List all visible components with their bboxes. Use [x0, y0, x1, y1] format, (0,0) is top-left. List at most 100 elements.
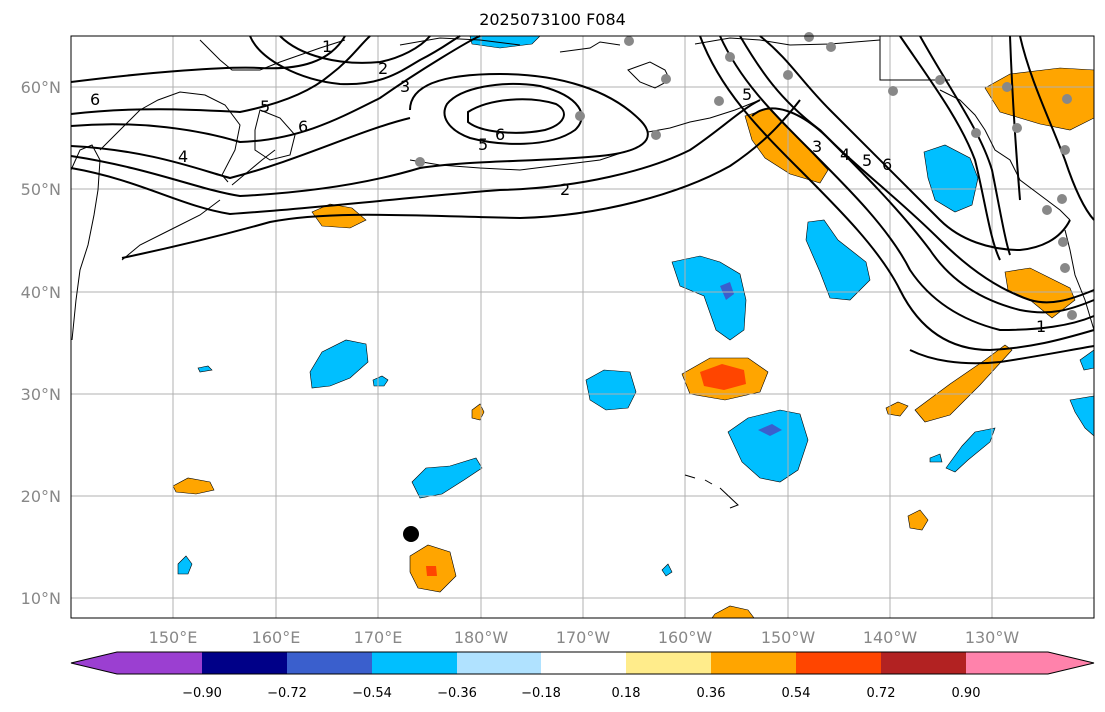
contour-label: 2 [378, 59, 388, 78]
colorbar-bin [541, 652, 626, 674]
station-dot [725, 52, 735, 62]
lat-axis-labels: 60°N 50°N 40°N 30°N 20°N 10°N [21, 78, 61, 608]
colorbar-tick-label: 0.18 [612, 686, 641, 701]
colorbar-bin [966, 652, 1048, 674]
lat-label: 60°N [21, 78, 61, 97]
colorbar-bin [457, 652, 541, 674]
neg-anomaly-area [177, 555, 193, 575]
neg-anomaly-area [585, 369, 637, 411]
pos-anomaly-strong [700, 364, 746, 390]
contour-label: 5 [260, 97, 270, 116]
contour-labels: 1 2 3 5 6 6 5 6 4 2 5 3 4 5 6 1 [90, 37, 1046, 336]
pos-anomaly-area [711, 605, 755, 619]
station-dot [651, 130, 661, 140]
neg-anomaly-area [411, 457, 483, 499]
tc-center-marker [403, 526, 419, 542]
neg-anomaly-strong [720, 282, 734, 300]
colorbar-bin [202, 652, 287, 674]
colorbar-bin [372, 652, 457, 674]
station-markers [415, 32, 1077, 320]
pos-anomaly-area [885, 401, 909, 417]
lat-label: 30°N [21, 385, 61, 404]
contours [70, 35, 1095, 365]
colorbar-tick-label: 0.72 [867, 686, 896, 701]
neg-anomaly-strong [758, 424, 782, 436]
pos-anomaly-area [907, 509, 929, 531]
lat-label: 50°N [21, 180, 61, 199]
station-dot [575, 111, 585, 121]
map-panel: 1 2 3 5 6 6 5 6 4 2 5 3 4 5 6 1 [70, 32, 1095, 619]
colorbar-tick-label: 0.54 [782, 686, 811, 701]
neg-anomaly-area [929, 453, 943, 463]
pos-anomaly-area [172, 477, 215, 495]
lon-label: 140°W [863, 628, 918, 647]
lon-label: 180°W [454, 628, 509, 647]
lon-label: 130°W [965, 628, 1020, 647]
neg-anomaly-area [1069, 395, 1095, 437]
colorbar-bin [287, 652, 372, 674]
station-dot [415, 157, 425, 167]
lon-axis-labels: 150°E 160°E 170°E 180°W 170°W 160°W 150°… [149, 628, 1020, 647]
station-dot [783, 70, 793, 80]
station-dot [971, 128, 981, 138]
station-dot [714, 96, 724, 106]
station-dot [661, 74, 671, 84]
neg-anomaly-area [197, 365, 213, 373]
colorbar-tick-label: −0.36 [437, 686, 477, 701]
contour-label: 1 [1036, 317, 1046, 336]
station-dot [1012, 123, 1022, 133]
station-dot [1042, 205, 1052, 215]
neg-anomaly-area [372, 375, 389, 387]
station-dot [1002, 82, 1012, 92]
map-title: 2025073100 F084 [479, 10, 626, 29]
lon-label: 170°E [354, 628, 403, 647]
lon-label: 150°W [761, 628, 816, 647]
station-dot [1057, 194, 1067, 204]
colorbar-over [1048, 652, 1094, 674]
colorbar-tick-label: −0.90 [182, 686, 222, 701]
colorbar-bin [881, 652, 966, 674]
lon-label: 170°W [556, 628, 611, 647]
contour-label: 6 [882, 155, 892, 174]
colorbar-tick-label: −0.18 [521, 686, 561, 701]
pos-anomaly-strong [426, 566, 437, 576]
contour-label: 6 [90, 90, 100, 109]
contour-label: 3 [812, 137, 822, 156]
station-dot [804, 32, 814, 42]
contour-label: 3 [400, 77, 410, 96]
anomaly-shading [172, 35, 1095, 619]
neg-anomaly-area [923, 144, 979, 213]
lat-label: 10°N [21, 589, 61, 608]
contour-label: 5 [862, 151, 872, 170]
lat-label: 40°N [21, 283, 61, 302]
lon-label: 160°W [658, 628, 713, 647]
lon-label: 150°E [149, 628, 198, 647]
colorbar-tick-label: 0.36 [697, 686, 726, 701]
station-dot [935, 75, 945, 85]
contour-label: 6 [298, 117, 308, 136]
contour-label: 2 [560, 180, 570, 199]
station-dot [826, 42, 836, 52]
station-dot [1060, 145, 1070, 155]
colorbar-tick-label: −0.54 [352, 686, 392, 701]
colorbar-tick-label: 0.90 [952, 686, 981, 701]
neg-anomaly-area [309, 339, 369, 389]
colorbar-bin [626, 652, 711, 674]
station-dot [624, 36, 634, 46]
pos-anomaly-area [914, 344, 1013, 423]
colorbar-under [71, 652, 117, 674]
contour-label: 5 [742, 85, 752, 104]
colorbar-bin [711, 652, 796, 674]
neg-anomaly-area [671, 255, 747, 341]
lat-label: 20°N [21, 487, 61, 506]
contour-label: 4 [178, 147, 188, 166]
contour-label: 1 [322, 37, 332, 56]
station-dot [1062, 94, 1072, 104]
station-dot [888, 86, 898, 96]
colorbar-bin [117, 652, 202, 674]
colorbar: −0.90 −0.72 −0.54 −0.36 −0.18 0.18 0.36 … [70, 651, 1095, 701]
contour-label: 6 [495, 125, 505, 144]
station-dot [1058, 237, 1068, 247]
colorbar-bin [796, 652, 881, 674]
